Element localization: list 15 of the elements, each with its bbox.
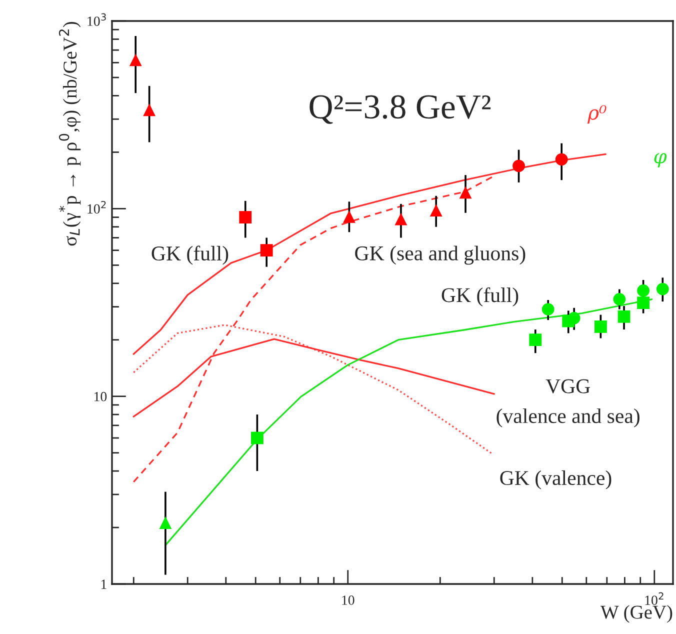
- y-tick-label: 10: [94, 392, 107, 402]
- annotation: (valence and sea): [496, 408, 640, 428]
- y-tick-label: 10$^{3}$: [88, 13, 106, 26]
- annotation: GK (full): [152, 246, 228, 265]
- series-label: ρ⁰: [587, 105, 606, 124]
- y-tick-label: 1: [101, 580, 106, 589]
- text: σ$_{L}$(γ$^{*}$p → p ρ$^{0}$,φ) (nb/GeV$^{2}$): [58, 22, 81, 246]
- x-axis-title: W (GeV): [600, 605, 672, 623]
- annotation: GK (full): [442, 287, 518, 306]
- text: φ: [654, 153, 667, 168]
- y-tick-label: 10$^{2}$: [88, 200, 106, 214]
- annotation: Q²=3.8 GeV²: [310, 95, 491, 124]
- annotation: VGG: [546, 379, 590, 394]
- annotation: GK (sea and gluons): [355, 246, 526, 265]
- annotation: GK (valence): [500, 470, 612, 490]
